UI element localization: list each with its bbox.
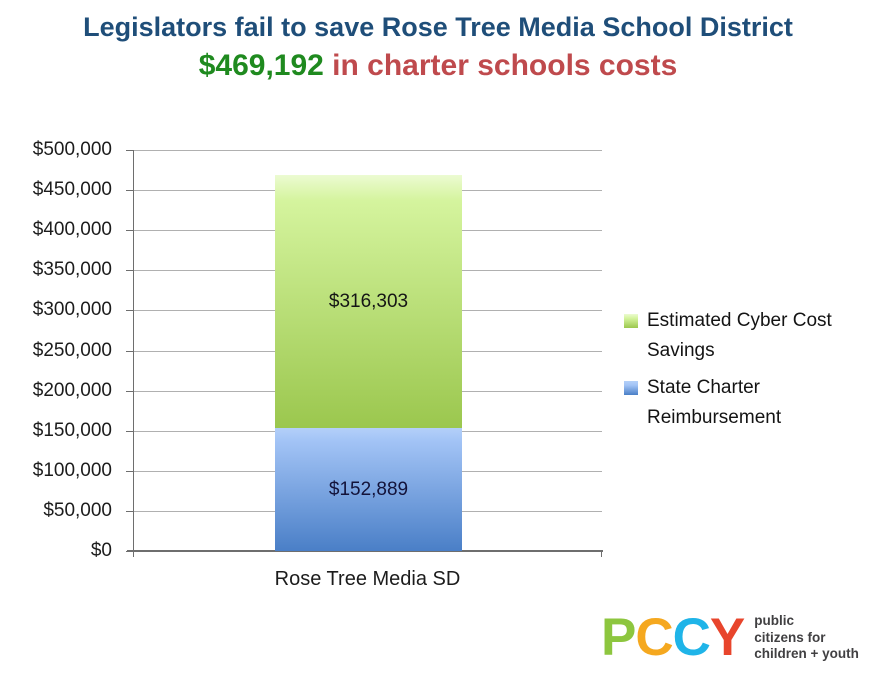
y-axis-tick [126,510,134,512]
y-axis-tick [126,390,134,392]
pccy-letter: C [672,608,711,667]
y-axis-tick-label: $250,000 [32,339,112,361]
pccy-tagline: public citizens for children + youth [754,613,859,663]
pccy-letter: P [601,608,636,667]
y-axis-tick [126,150,134,151]
green-swatch [624,314,638,328]
bar-data-label: $316,303 [328,290,409,312]
y-axis-tick [126,310,134,312]
legend-item: State Charter Reimbursement [624,373,866,433]
title-rest-text: in charter schools costs [323,49,678,82]
legend-label: Estimated Cyber Cost Savings [647,310,832,361]
pccy-logo-letters: PCCY [601,608,745,667]
bar-data-label: $152,889 [328,478,409,500]
y-axis-tick [126,190,134,192]
blue-swatch [624,381,638,395]
y-axis-tick-label: $300,000 [32,299,112,321]
x-axis-line [127,550,603,552]
y-axis-line [133,150,134,557]
bar-segment-state-charter-reimbursement: $152,889 [275,428,462,551]
pccy-logo: PCCY public citizens for children + youth [601,608,859,667]
y-axis-tick-label: $100,000 [32,459,112,481]
pccy-tagline-line: citizens for [754,629,826,645]
y-axis-tick-label: $50,000 [43,499,112,521]
legend-item: Estimated Cyber Cost Savings [624,306,866,366]
x-category-label: Rose Tree Media SD [274,568,461,590]
y-axis-tick-label: $200,000 [32,379,112,401]
pccy-letter: C [635,608,673,667]
y-axis-tick [126,430,134,432]
stacked-bar: $316,303 $152,889 [275,174,462,551]
y-axis-tick-label: $500,000 [32,139,112,160]
legend: Estimated Cyber Cost Savings State Charte… [624,306,866,440]
y-axis-tick-label: $0 [90,540,112,561]
y-axis-tick-label: $450,000 [32,179,112,201]
pccy-tagline-line: public [754,613,795,629]
bar-segment-estimated-cyber-cost-savings: $316,303 [275,174,462,429]
y-axis-tick-label: $400,000 [32,219,112,241]
y-axis-tick [126,470,134,472]
chart-title-block: Legislators fail to save Rose Tree Media… [0,8,876,86]
x-axis-right-tick [601,550,602,557]
pccy-letter: Y [709,608,745,667]
y-axis-tick [126,270,134,272]
y-axis-tick-label: $350,000 [32,259,112,281]
gridline [133,150,602,151]
legend-label: State Charter Reimbursement [647,377,782,428]
title-amount: $469,192 [198,49,324,82]
title-line1: Legislators fail to save Rose Tree Media… [83,12,793,42]
y-axis-tick-label: $150,000 [32,419,112,441]
y-axis-tick [126,230,134,232]
pccy-tagline-line: children + youth [754,646,859,662]
title-line2: $469,192 in charter schools costs [0,46,876,86]
y-axis-tick [126,350,134,352]
